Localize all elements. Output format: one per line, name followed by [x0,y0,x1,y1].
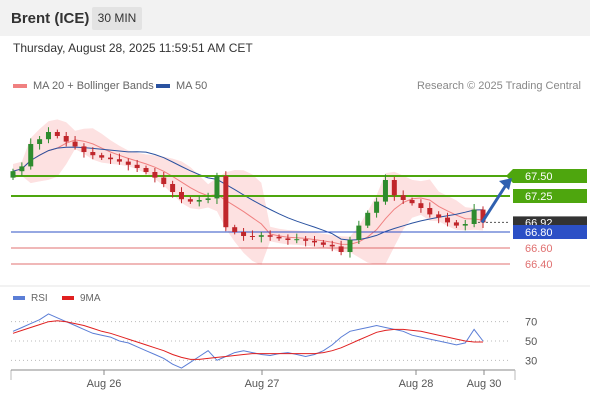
ma50-line [12,146,484,241]
ma50-label: MA 50 [176,80,208,92]
level-label-66-80: 66.80 [525,227,553,239]
instrument-title: Brent (ICE) [11,10,90,27]
projection-arrow-head [499,178,512,190]
candle-body [347,240,353,252]
rsi-ma-label: 9MA [80,293,101,304]
rsi-line [12,313,484,369]
rsi-ma-swatch [62,296,74,301]
rsi-swatch [13,296,25,301]
candle-body [356,225,362,240]
candle-body [170,184,176,192]
level-box-67-50 [513,169,587,183]
candle-body [99,155,105,158]
legend-ma50: MA 50 [156,80,207,92]
candle-body [320,242,326,245]
x-tick-label: Aug 28 [399,378,434,390]
candle-body [267,235,273,237]
x-tick-label: Aug 30 [467,378,502,390]
candle-body [125,161,131,165]
candle-body [445,217,451,223]
x-tick-label: Aug 27 [245,378,280,390]
level-label-67-50: 67.50 [525,171,553,183]
candle-body [232,227,238,232]
candle-body [453,222,459,226]
bollinger-band [13,119,483,266]
candle-body [462,224,468,226]
candle-body [81,146,87,152]
candle-body [116,159,122,162]
candle-body [187,199,193,202]
level-label-66-60: 66.60 [525,243,553,255]
candle-body [365,212,371,226]
ma20-swatch [13,84,27,89]
candle-body [90,152,96,156]
candle-body [258,235,264,237]
rsi-tick-label-70: 70 [525,317,537,329]
x-tick-label: Aug 26 [87,378,122,390]
candle-body [214,176,220,199]
candle-body [196,200,202,202]
candle-body [391,180,397,196]
candle-body [134,164,140,168]
candle-body [19,166,25,172]
candle-body [178,192,184,200]
candle-body [72,141,78,147]
legend-ma20: MA 20 + Bollinger Bands [13,80,154,92]
level-box-67-25 [513,189,587,203]
candle-body [45,132,51,140]
ma20-line [12,139,484,245]
candle-body [285,238,291,240]
candle-body [338,246,344,252]
candle-body [409,200,415,204]
candle-body [37,139,43,144]
candle-body [312,240,318,243]
projection-arrow-shaft [480,184,508,224]
candle-body [276,236,282,239]
candle-body [108,157,114,160]
candle-body [10,171,16,178]
candle-body [471,209,477,224]
chart-timestamp: Thursday, August 28, 2025 11:59:51 AM CE… [13,41,253,55]
candle-body [152,172,158,178]
candle-body [400,195,406,200]
candle-body [294,239,300,241]
candle-body [427,208,433,215]
rsi-tick-label-50: 50 [525,336,537,348]
candle-body [374,201,380,213]
rsi-label: RSI [31,293,48,304]
legend-rsi: RSI [13,293,48,304]
candle-body [54,132,60,136]
candle-body [28,144,34,167]
candle-body [436,214,442,218]
candle-body [303,239,309,241]
timeframe-button[interactable]: 30 MIN [92,7,142,30]
level-label-67-25: 67.25 [525,191,553,203]
candle-body [329,244,335,247]
candle-body [161,177,167,184]
ma50-swatch [156,84,170,89]
ma20-label: MA 20 + Bollinger Bands [33,80,154,92]
candle-body [143,168,149,172]
level-box-66-80 [513,225,587,239]
candle-body [223,176,229,228]
candle-body [382,180,388,202]
rsi-ma-line [12,320,483,360]
legend-rsi-ma: 9MA [62,293,101,304]
level-label-66-40: 66.40 [525,259,553,271]
candle-body [249,236,255,237]
instrument-header: Brent (ICE) 30 MIN [0,0,590,36]
candle-body [63,136,69,142]
candle-body [480,209,486,223]
source-credit: Research © 2025 Trading Central [416,80,581,92]
candle-body [205,198,211,200]
candle-body [241,232,247,236]
rsi-tick-label-30: 30 [525,355,537,367]
candle-body [418,203,424,208]
